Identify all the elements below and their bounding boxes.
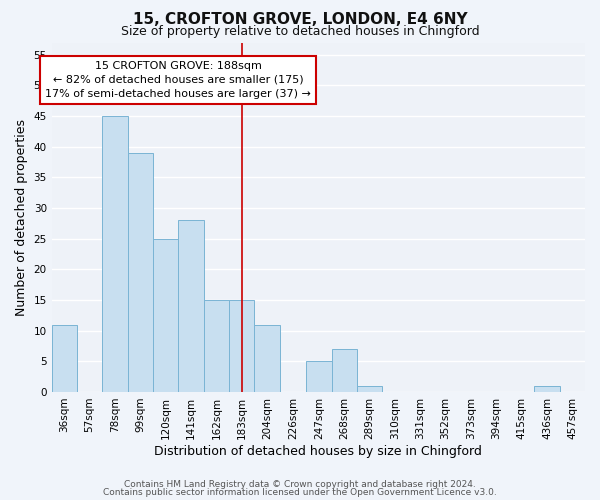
Bar (332, 349, 357, 392)
Bar (178, 220, 204, 392)
Y-axis label: Number of detached properties: Number of detached properties (15, 118, 28, 316)
Bar (254, 324, 280, 392)
Text: 15, CROFTON GROVE, LONDON, E4 6NY: 15, CROFTON GROVE, LONDON, E4 6NY (133, 12, 467, 28)
Bar (103, 116, 128, 392)
Bar (128, 153, 153, 392)
Text: 15 CROFTON GROVE: 188sqm
← 82% of detached houses are smaller (175)
17% of semi-: 15 CROFTON GROVE: 188sqm ← 82% of detach… (46, 61, 311, 99)
Text: Contains public sector information licensed under the Open Government Licence v3: Contains public sector information licen… (103, 488, 497, 497)
Bar (153, 238, 178, 392)
Bar (229, 300, 254, 392)
Text: Size of property relative to detached houses in Chingford: Size of property relative to detached ho… (121, 25, 479, 38)
Bar (357, 386, 382, 392)
Bar (204, 300, 229, 392)
Text: Contains HM Land Registry data © Crown copyright and database right 2024.: Contains HM Land Registry data © Crown c… (124, 480, 476, 489)
X-axis label: Distribution of detached houses by size in Chingford: Distribution of detached houses by size … (154, 444, 482, 458)
Bar (306, 362, 332, 392)
Bar (535, 386, 560, 392)
Bar (52, 324, 77, 392)
